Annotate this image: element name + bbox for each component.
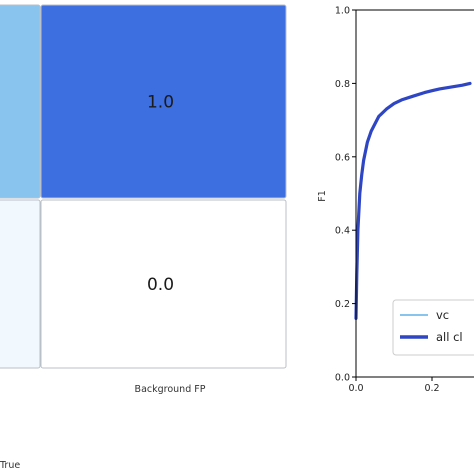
y-tick-label: 0.6: [335, 152, 350, 163]
f1-curve-chart: vc all cl 0.0 0.2 0.4 0.6 0.8 1.0 0.0 0.2: [335, 6, 474, 394]
heatmap-cell-r0-c1: [40, 4, 287, 199]
x-tick-label: 0.2: [424, 383, 439, 394]
heatmap-cell-r1-c1: [40, 199, 287, 369]
legend-label: all cl: [436, 330, 463, 344]
y-tick-label: 0.4: [335, 226, 350, 237]
series-line-all-cl: [354, 81, 472, 320]
confusion-matrix: 1.0 0.0 Background FP True: [0, 4, 287, 471]
y-axis-label: F1: [317, 190, 328, 202]
x-tick-label: Background FP: [135, 384, 206, 395]
heatmap-cell-label: 1.0: [147, 93, 174, 113]
y-tick-label: 0.8: [335, 79, 350, 90]
y-tick-label: 1.0: [335, 6, 350, 17]
legend-box: [392, 299, 474, 356]
y-tick-label: 0.2: [335, 299, 350, 310]
legend-label: vc: [436, 308, 449, 322]
x-axis-label: True: [0, 460, 20, 471]
x-tick-label: 0.0: [348, 383, 363, 394]
heatmap-cell-r1-c0: [0, 199, 41, 369]
heatmap-cell-label: 0.0: [147, 275, 174, 295]
heatmap-cell-r0-c0: [0, 4, 41, 199]
legend: vc all cl: [392, 299, 474, 356]
y-tick-label: 0.0: [335, 373, 350, 384]
